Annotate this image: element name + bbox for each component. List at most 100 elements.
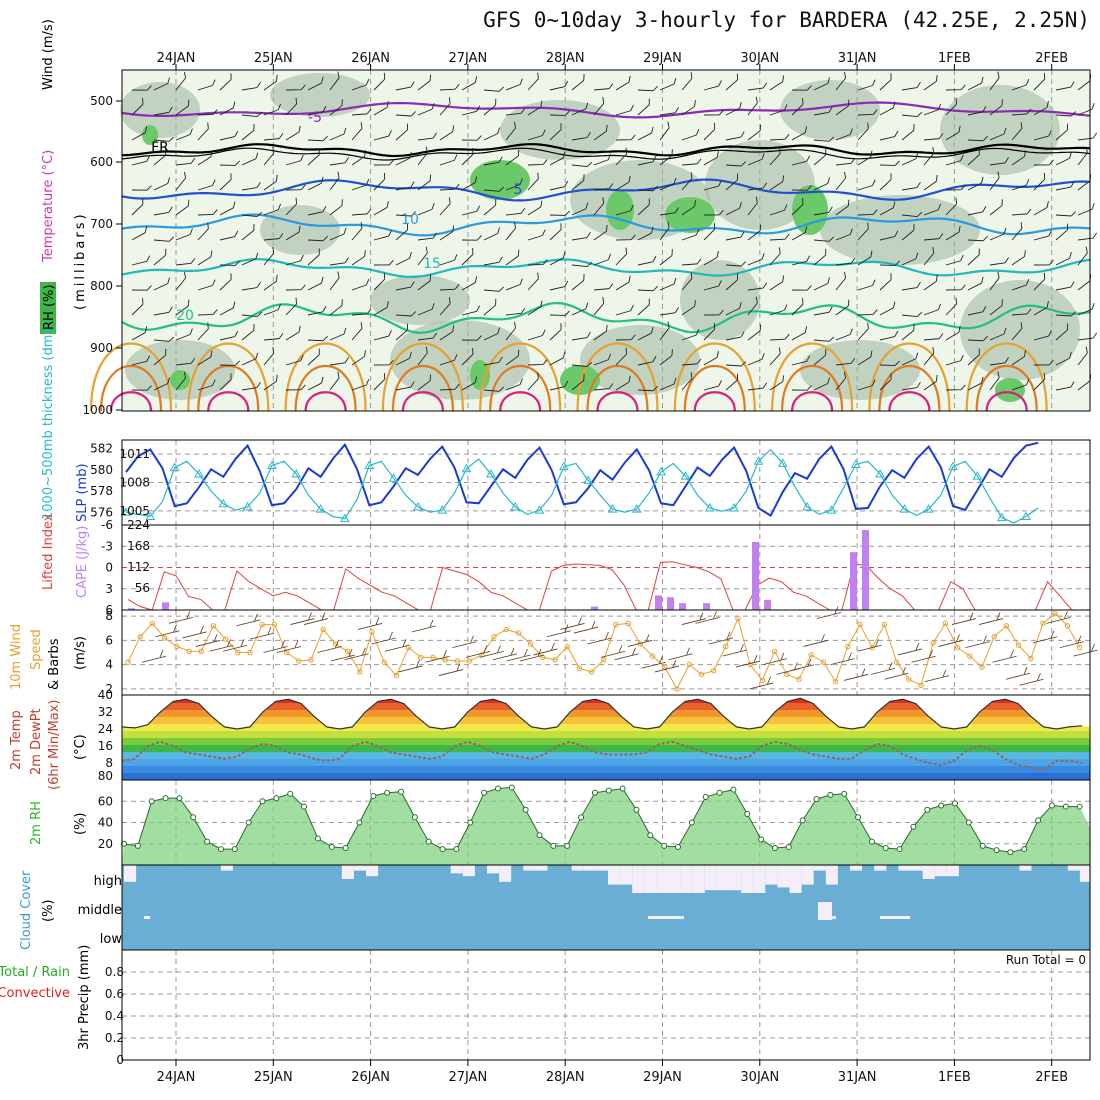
wind-barb [307,376,324,391]
wind-barb [835,257,856,266]
wind-barb [857,250,873,266]
cloud-high-bar [656,865,669,893]
wind-barb [417,246,428,266]
rh-2m-point [827,791,834,798]
wind-barb [329,71,340,91]
date-label-bottom: 25JAN [254,1070,293,1085]
wind-barb [241,111,263,117]
near-surface-isotherm [975,364,1038,412]
cloud-high-bar [535,865,548,871]
wind-barb [153,106,173,116]
wind-barb [175,228,193,241]
wind-barb [879,273,892,291]
wind-barb [659,321,670,341]
temp-color-band [122,773,1090,780]
wind-barb [659,349,673,366]
wind-barb [967,235,988,242]
cloud-high-bar [934,865,947,877]
thickness-tick-label: 582 [90,442,113,456]
wind-barb [1077,232,1098,241]
wind-barb [263,233,284,241]
wind-barb [527,272,539,291]
wind-barb [879,73,892,91]
wind-barb [1033,172,1046,191]
thickness-marker [121,507,131,516]
thickness-marker [875,468,885,478]
cape-tick-label: 224 [127,518,150,532]
wind-barb-10m [600,645,626,658]
wind-barb [615,204,634,216]
wind-barb [681,258,702,266]
isotherm-5 [121,178,1091,202]
wind-barb [901,152,919,166]
wind-barb [945,284,966,291]
thickness-marker [826,505,837,514]
wind-barb [285,154,304,166]
lifted-index-tick-label: -6 [101,518,113,532]
cloud-high-bar [462,865,475,877]
wind-barb [901,111,923,117]
wind-barb [989,357,1009,366]
wind-barb [791,385,812,391]
near-surface-isotherm [693,391,736,412]
wind-barb [527,229,546,241]
wind-barb [329,327,347,341]
rh-2m-point [868,838,875,845]
cloud-high-bar [341,865,354,879]
rh-2m-point [259,798,266,805]
wind-barb-10m [546,624,572,638]
wind-barb [703,151,719,166]
wind-barb [725,302,742,316]
wind-barb [1011,322,1023,341]
wind-barb [461,276,478,291]
wind-barb-10m [681,612,707,625]
wind-barb [241,81,261,91]
wind-barb [549,323,562,341]
rh-2m-point [494,785,501,792]
near-surface-isotherm [109,391,153,412]
rh-2m-point [896,846,903,853]
wind-barb-10m [492,647,518,661]
cloud-sky-background [122,865,1090,950]
wind-barb [923,203,942,216]
cloud-high-bar [366,865,379,877]
wind-barb [703,222,716,241]
wind-barb [681,328,700,341]
rh-2m-point [841,790,848,797]
cloud-high-bar [1067,865,1080,871]
wind-barb-10m [344,647,369,661]
rh-2m-point [882,845,889,851]
wind-barb [835,157,856,166]
wind-barb [659,221,670,241]
temp-color-band [122,759,1090,766]
temp-tick-label: 32 [98,705,113,719]
wind-barb [329,357,349,366]
wind-barb [813,248,827,266]
rh-2m-label: 2m RH [29,801,44,845]
cape-tick-label: 56 [135,581,150,595]
wind-barb [373,372,386,391]
wind-barb [307,148,320,166]
wind-barb [615,247,627,266]
wind-barb [835,357,856,366]
wind-barb [791,326,808,341]
wind-barb-10m [1073,643,1098,657]
date-label-top: 31JAN [838,51,877,66]
wind-barb [131,155,151,166]
rh-2m-point [591,789,598,796]
wind-barb [923,74,938,91]
wind-barb [483,356,503,366]
wind-barb [571,274,585,291]
wind-barb [263,374,278,391]
temp-color-band [122,717,1090,724]
wind-barb [1033,330,1052,341]
thickness-marker [802,501,812,511]
wind-barb [813,306,833,316]
lifted-index-tick-label: -3 [101,539,113,553]
wind-barb [483,298,497,316]
wind-barb [1055,252,1072,266]
rh-2m-point [910,823,917,830]
wind-barb [527,359,548,366]
wind-barb [791,126,808,141]
cloud-high-bar [1019,865,1032,871]
